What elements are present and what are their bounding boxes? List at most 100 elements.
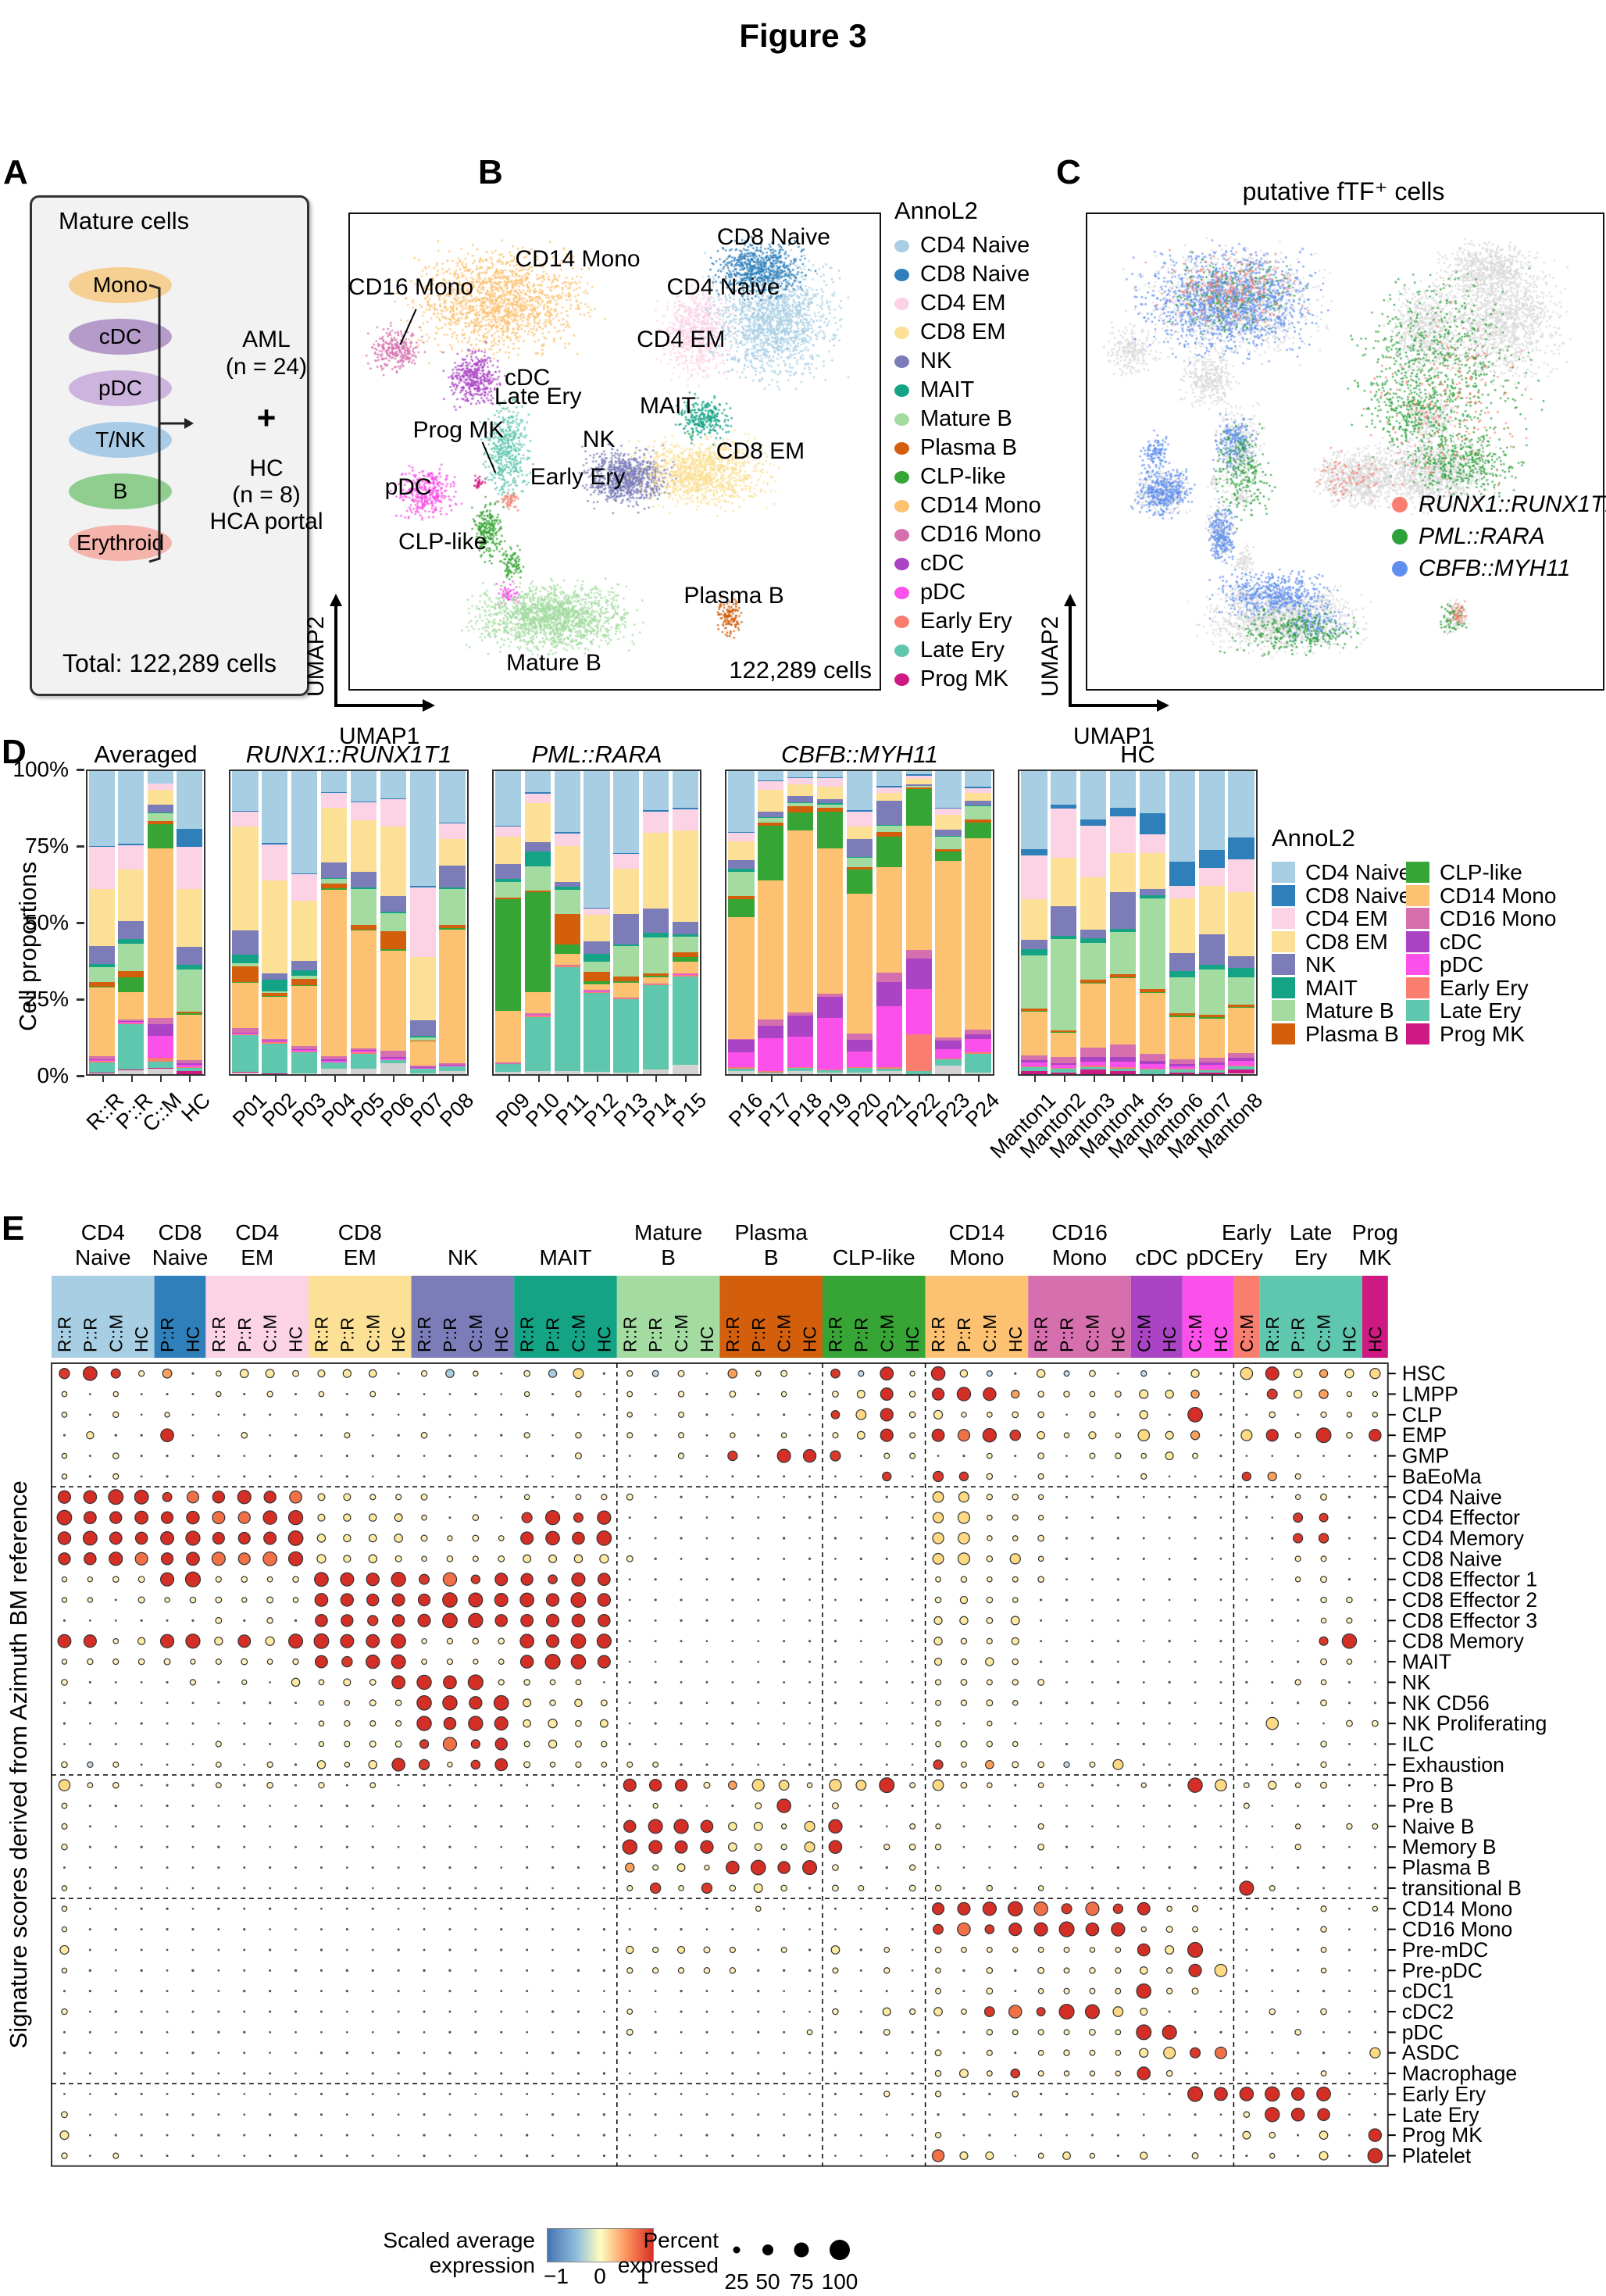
dot xyxy=(369,1494,377,1501)
bar-segment xyxy=(935,771,962,808)
dot xyxy=(215,1576,223,1583)
percent-dots: 25 50 75 100 xyxy=(724,2240,858,2294)
dot xyxy=(191,2092,195,2095)
bar-segment xyxy=(291,985,318,1046)
d-subpanel-5 xyxy=(1018,769,1258,1076)
e-col-label: P::R xyxy=(337,1317,357,1352)
legend-swatch xyxy=(894,412,909,426)
bar-segment xyxy=(1051,905,1077,937)
bar-segment xyxy=(935,1059,962,1066)
dot xyxy=(423,1866,426,1869)
dot xyxy=(423,1845,426,1848)
dot xyxy=(243,2010,246,2013)
dot xyxy=(294,1392,298,1396)
dot xyxy=(1168,1598,1171,1601)
dot xyxy=(1192,1452,1199,1459)
dot xyxy=(601,1761,608,1768)
cluster-label-cd14-mono: CD14 Mono xyxy=(515,245,641,272)
dot xyxy=(1265,1429,1279,1442)
bar-segment xyxy=(965,771,991,787)
dot xyxy=(217,2092,220,2095)
dot xyxy=(808,1763,812,1766)
bar-segment xyxy=(320,1061,348,1063)
dot xyxy=(808,1928,811,1930)
bar-segment xyxy=(495,879,522,883)
dot xyxy=(140,1784,143,1787)
dot xyxy=(833,1660,837,1663)
dot xyxy=(319,2051,323,2055)
dot xyxy=(294,1969,298,1972)
dot xyxy=(1116,1495,1120,1498)
dot xyxy=(1269,2152,1276,2159)
dot xyxy=(1245,2051,1248,2055)
dot xyxy=(1065,1619,1068,1622)
dot xyxy=(59,2130,70,2141)
d-legend-label: Mature B xyxy=(1305,998,1394,1023)
dot xyxy=(654,1990,657,1993)
pct-legend-label: Percent expressed xyxy=(617,2228,719,2277)
bar-segment xyxy=(1051,1072,1077,1074)
bar-segment xyxy=(89,963,115,967)
dot xyxy=(654,1454,657,1458)
bar-segment xyxy=(118,1022,145,1024)
dot xyxy=(777,1861,791,1874)
dot xyxy=(369,1699,377,1707)
bar-segment xyxy=(232,966,259,982)
dot xyxy=(1033,1901,1048,1916)
bar-segment xyxy=(89,1059,115,1061)
dot xyxy=(289,1490,302,1504)
dot xyxy=(1088,1431,1097,1440)
dot xyxy=(88,2113,91,2116)
bar-segment xyxy=(1051,1032,1077,1057)
bar-segment xyxy=(554,914,580,945)
dot xyxy=(1139,1410,1149,1419)
dot xyxy=(1373,1948,1376,1951)
x-tick xyxy=(859,1076,862,1082)
dot xyxy=(185,1634,201,1649)
dot xyxy=(1089,1761,1096,1768)
dot xyxy=(808,1619,812,1622)
dot xyxy=(1320,1905,1327,1912)
x-tick xyxy=(889,1076,891,1082)
bar-segment xyxy=(118,1069,145,1070)
dot xyxy=(470,1574,481,1584)
bar-segment xyxy=(1139,771,1166,814)
bar-segment xyxy=(642,984,669,1070)
d-legend-swatch xyxy=(1406,1000,1429,1021)
dot xyxy=(214,1637,223,1646)
dot xyxy=(1347,2010,1351,2013)
bar-segment xyxy=(642,975,669,977)
bar-segment xyxy=(89,847,115,889)
bar-segment xyxy=(176,1012,202,1014)
legend-swatch xyxy=(894,384,909,397)
x-tick xyxy=(508,1076,510,1082)
dot xyxy=(166,2154,169,2158)
dot xyxy=(885,1743,888,1745)
legend-item-cd4-naive: CD4 Naive xyxy=(894,231,1074,260)
bar-segment xyxy=(118,869,145,922)
bar-segment xyxy=(846,1039,873,1052)
dot xyxy=(212,1491,226,1504)
e-row-label: pDC xyxy=(1402,2020,1444,2044)
dot xyxy=(1065,1805,1068,1807)
dot xyxy=(680,1537,683,1540)
bar-segment xyxy=(350,1048,377,1051)
dot xyxy=(345,2113,348,2116)
dot xyxy=(474,1990,477,1993)
dot xyxy=(140,1845,143,1848)
bar-segment xyxy=(262,1043,288,1074)
dot xyxy=(705,2154,708,2157)
dot xyxy=(1316,2087,1331,2101)
dot xyxy=(474,1845,477,1848)
dot xyxy=(957,1922,971,1937)
e-col-group-label: Early xyxy=(1222,1220,1272,1244)
dot xyxy=(526,1455,529,1457)
dot xyxy=(597,1655,611,1669)
dot xyxy=(191,1372,195,1375)
dot xyxy=(1297,1660,1300,1663)
d-legend-swatch xyxy=(1272,954,1295,975)
dot xyxy=(191,1701,195,1705)
bar-segment xyxy=(232,1034,259,1036)
dot xyxy=(88,1680,91,1684)
colorbar-tick: −1 xyxy=(544,2264,569,2288)
